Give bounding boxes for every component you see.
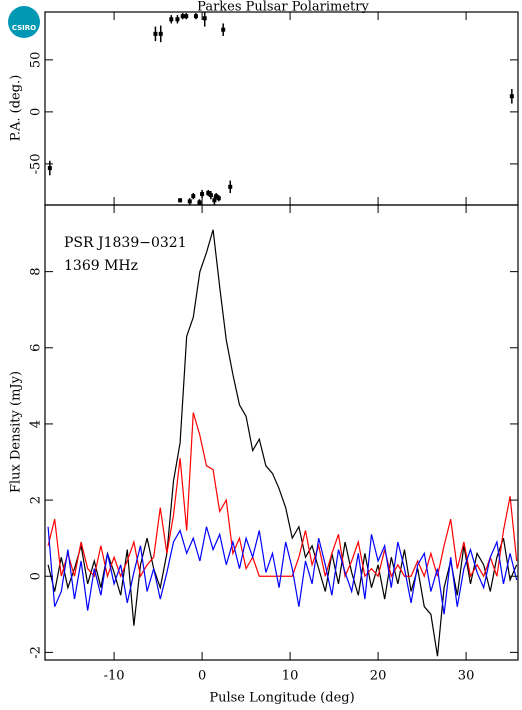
annotation: 1369 MHz xyxy=(64,258,138,274)
point xyxy=(180,14,185,19)
y-tick-label: -50 xyxy=(29,153,44,174)
x-tick-label: 0 xyxy=(198,669,206,684)
y-tick-label: 0 xyxy=(29,572,44,580)
y-tick-label: 8 xyxy=(29,267,44,275)
series-line xyxy=(47,229,518,657)
point xyxy=(193,14,198,19)
y-axis-label: Flux Density (mJy) xyxy=(9,371,24,493)
point xyxy=(187,199,192,204)
point xyxy=(216,196,221,201)
point xyxy=(208,193,213,198)
point xyxy=(221,27,226,32)
point xyxy=(202,16,207,21)
point xyxy=(197,200,202,205)
y-tick-label: -2 xyxy=(29,646,44,659)
logo: CSIRO xyxy=(12,24,36,32)
point xyxy=(47,166,52,171)
point xyxy=(212,198,217,203)
x-tick-label: 30 xyxy=(458,669,475,684)
point xyxy=(178,198,183,203)
point xyxy=(169,17,174,22)
annotation: PSR J1839−0321 xyxy=(64,235,187,251)
x-tick-label: 20 xyxy=(370,669,387,684)
y-axis-label: P.A. (deg.) xyxy=(9,75,24,142)
point xyxy=(175,17,180,22)
point xyxy=(206,191,211,196)
point xyxy=(184,14,189,19)
logo-badge xyxy=(8,6,40,38)
plot-frame xyxy=(44,204,519,661)
y-tick-label: 0 xyxy=(29,108,44,116)
y-tick-label: 4 xyxy=(29,420,44,428)
y-tick-label: 50 xyxy=(29,52,44,69)
point xyxy=(509,94,514,99)
point xyxy=(191,194,196,199)
series-line xyxy=(47,526,518,615)
plot-frame xyxy=(44,11,519,206)
x-axis-label: Pulse Longitude (deg) xyxy=(209,691,354,706)
point xyxy=(158,31,163,36)
x-tick-label: -10 xyxy=(104,669,125,684)
y-tick-label: 6 xyxy=(29,344,44,352)
point xyxy=(200,192,205,197)
point xyxy=(214,194,219,199)
point xyxy=(153,31,158,36)
chart-title: Parkes Pulsar Polarimetry xyxy=(197,0,369,15)
point xyxy=(228,184,233,189)
series-line xyxy=(47,412,518,579)
y-tick-label: 2 xyxy=(29,496,44,504)
x-tick-label: 10 xyxy=(282,669,299,684)
